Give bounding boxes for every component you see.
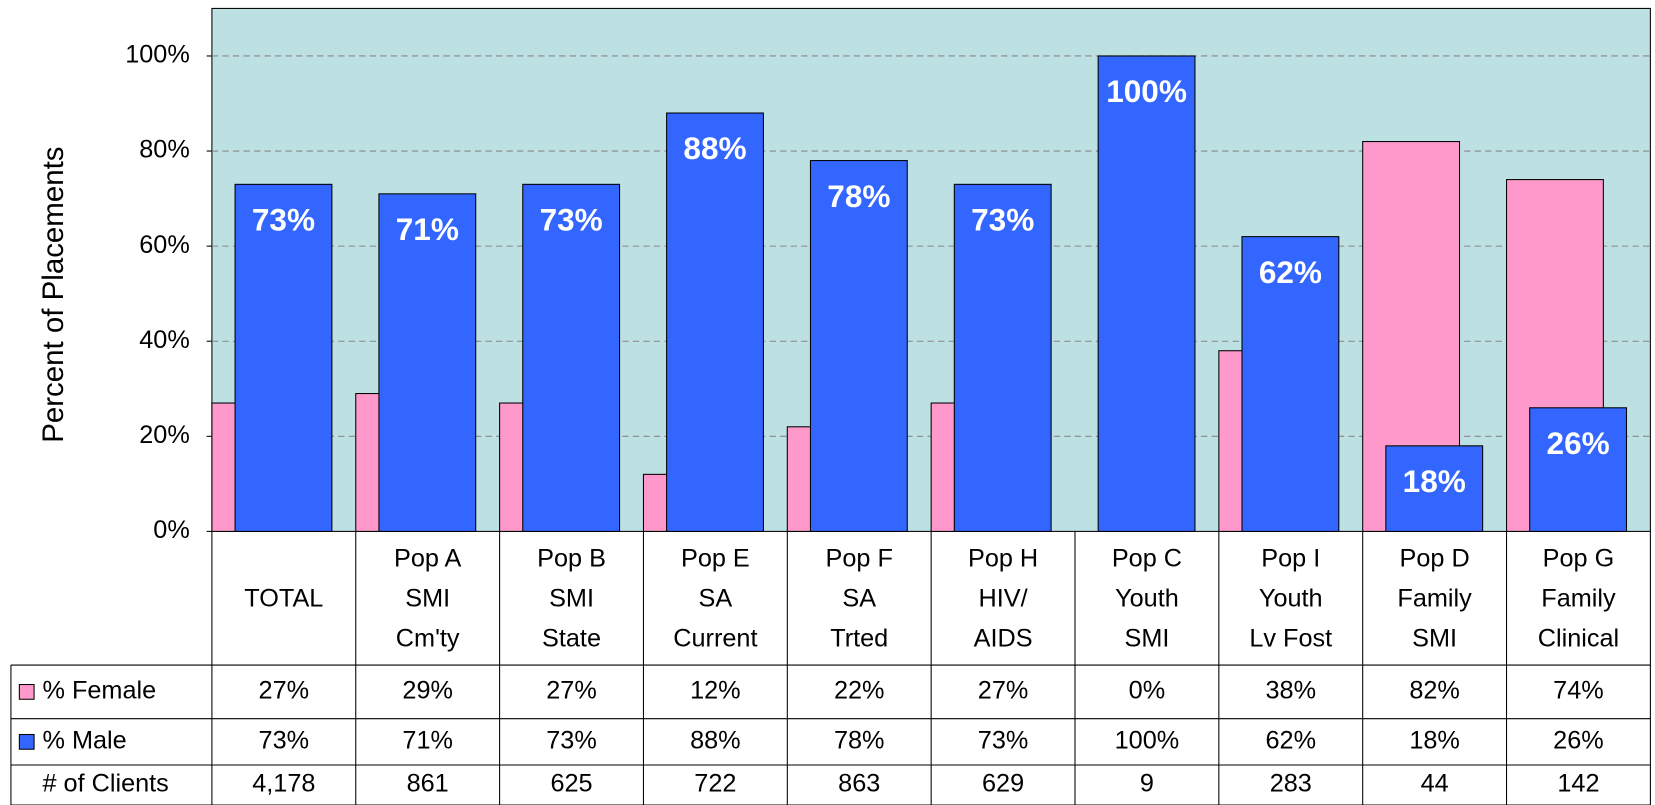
category-label: AIDS <box>974 624 1033 652</box>
category-label: Pop G <box>1543 544 1615 572</box>
table-cell: 27% <box>978 677 1029 705</box>
table-cell: 27% <box>259 677 310 705</box>
table-cell: 722 <box>694 770 736 798</box>
category-label: Lv Fost <box>1249 624 1332 652</box>
table-cell: 283 <box>1270 770 1312 798</box>
category-label: Youth <box>1259 584 1323 612</box>
category-label: Family <box>1541 584 1616 612</box>
category-label: SMI <box>549 584 594 612</box>
y-tick-label: 20% <box>139 421 190 449</box>
table-cell: 27% <box>546 677 597 705</box>
bar <box>522 183 621 532</box>
y-tick-label: 100% <box>125 41 190 69</box>
table-cell: 625 <box>550 770 592 798</box>
bar <box>234 183 333 532</box>
bar-value-label: 71% <box>396 211 459 247</box>
bar-value-label: 78% <box>827 178 890 214</box>
table-cell: 629 <box>982 770 1024 798</box>
table-cell: 26% <box>1553 727 1604 755</box>
category-label: Pop I <box>1261 544 1320 572</box>
category-label: SMI <box>1124 624 1169 652</box>
table-cell: 44 <box>1421 770 1449 798</box>
category-label: SA <box>842 584 876 612</box>
legend-label: % Male <box>42 727 126 755</box>
legend-label: % Female <box>42 677 156 705</box>
category-label: Pop A <box>394 544 462 572</box>
legend-key <box>18 733 35 750</box>
y-tick-label: 0% <box>153 516 190 544</box>
category-label: TOTAL <box>244 584 323 612</box>
category-label: Current <box>673 624 757 652</box>
bar <box>666 112 764 532</box>
table-cell: 18% <box>1409 727 1460 755</box>
category-label: State <box>542 624 601 652</box>
table-cell: 861 <box>407 770 449 798</box>
table-cell: 73% <box>978 727 1029 755</box>
table-cell: 88% <box>690 727 741 755</box>
y-axis-label: Percent of Placements <box>37 146 70 442</box>
table-cell: 9 <box>1140 770 1154 798</box>
bar-value-label: 73% <box>971 202 1034 238</box>
table-cell: 73% <box>546 727 597 755</box>
bar <box>1529 407 1628 532</box>
category-label: Youth <box>1115 584 1179 612</box>
category-label: Pop C <box>1112 544 1182 572</box>
bar-value-label: 88% <box>683 130 746 166</box>
table-cell: 4,178 <box>252 770 315 798</box>
table-cell: 29% <box>402 677 453 705</box>
bar-value-label: 100% <box>1106 73 1187 109</box>
y-tick-label: 40% <box>139 326 190 354</box>
table-cell: 38% <box>1265 677 1316 705</box>
table-cell: 142 <box>1557 770 1599 798</box>
category-label: SMI <box>1412 624 1457 652</box>
category-label: Pop E <box>681 544 750 572</box>
category-label: SMI <box>405 584 450 612</box>
y-tick-label: 60% <box>139 231 190 259</box>
table-cell: 78% <box>834 727 885 755</box>
bar-value-label: 73% <box>540 202 603 238</box>
y-tick-label: 80% <box>139 136 190 164</box>
category-label: Cm'ty <box>396 624 460 652</box>
table-cell: 12% <box>690 677 741 705</box>
table-cell: 74% <box>1553 677 1604 705</box>
bar <box>1097 55 1196 532</box>
category-label: Trted <box>830 624 888 652</box>
legend-key <box>18 683 35 700</box>
category-label: Clinical <box>1538 624 1619 652</box>
table-row-label: # of Clients <box>42 770 168 798</box>
table-cell: 863 <box>838 770 880 798</box>
category-label: HIV/ <box>979 584 1029 612</box>
category-label: SA <box>699 584 733 612</box>
category-label: Family <box>1397 584 1472 612</box>
table-cell: 71% <box>402 727 453 755</box>
bar <box>1241 236 1340 532</box>
category-label: Pop D <box>1400 544 1470 572</box>
table-cell: 100% <box>1115 727 1180 755</box>
category-label: Pop F <box>826 544 893 572</box>
bar <box>378 193 477 532</box>
bar-value-label: 62% <box>1259 254 1322 290</box>
bar-value-label: 18% <box>1403 463 1466 499</box>
table-cell: 22% <box>834 677 885 705</box>
table-cell: 62% <box>1265 727 1316 755</box>
bar <box>1385 445 1484 532</box>
bar <box>953 183 1052 532</box>
bar <box>809 160 908 532</box>
table-cell: 82% <box>1409 677 1460 705</box>
category-label: Pop B <box>537 544 606 572</box>
bar-value-label: 26% <box>1547 425 1610 461</box>
table-cell: 0% <box>1129 677 1165 705</box>
bar-value-label: 73% <box>252 202 315 238</box>
category-label: Pop H <box>968 544 1038 572</box>
table-cell: 73% <box>259 727 310 755</box>
